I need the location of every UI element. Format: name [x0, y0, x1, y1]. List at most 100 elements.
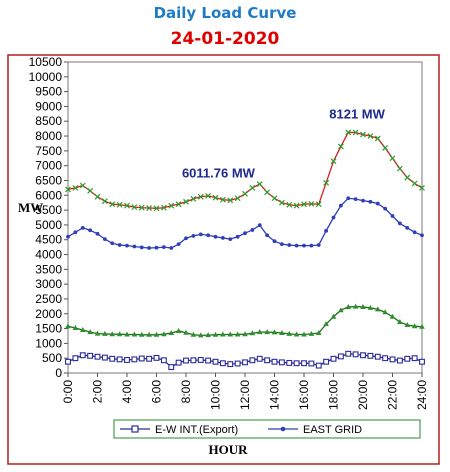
data-point [389, 155, 396, 162]
legend-marker-export [131, 425, 139, 433]
data-point [124, 331, 130, 337]
x-tick-label: 18:00 [327, 380, 341, 410]
data-point [138, 331, 145, 337]
data-point [213, 234, 218, 239]
data-point [404, 174, 411, 181]
data-point [271, 358, 278, 365]
annotation-label: 6011.76 MW [182, 166, 256, 181]
data-point [190, 331, 197, 337]
data-point [206, 233, 211, 238]
data-point [131, 331, 138, 337]
data-point [183, 329, 189, 335]
data-point [345, 303, 352, 309]
data-point [101, 198, 108, 205]
data-point [88, 228, 93, 233]
data-point [345, 350, 352, 357]
data-point [330, 313, 337, 319]
data-point [219, 360, 226, 367]
data-point [146, 331, 152, 337]
data-point [249, 330, 256, 336]
data-point [315, 330, 322, 336]
data-point [382, 309, 388, 315]
chart-title: Daily Load Curve [153, 4, 297, 22]
data-point [293, 202, 300, 209]
data-point [338, 203, 343, 208]
data-point [389, 356, 396, 363]
data-point [154, 245, 159, 250]
x-tick-label: 12:00 [238, 380, 252, 410]
x-tick-label: 2:00 [91, 380, 105, 404]
data-point [375, 201, 380, 206]
y-tick-label: 2000 [35, 307, 62, 321]
data-point [146, 205, 153, 211]
data-point [293, 360, 300, 367]
data-point [330, 355, 337, 362]
data-point [190, 195, 197, 202]
data-point [294, 243, 299, 248]
data-point [175, 201, 182, 208]
y-tick-label: 7000 [35, 159, 62, 173]
data-point [279, 242, 284, 247]
y-tick-label: 3000 [35, 277, 62, 291]
y-tick-label: 4500 [35, 233, 62, 247]
data-point [374, 306, 381, 312]
data-point [264, 189, 271, 196]
data-point [160, 204, 167, 211]
data-point [330, 158, 337, 165]
legend-box [113, 419, 421, 439]
x-tick-label: 0:00 [61, 380, 75, 404]
data-point [175, 327, 182, 333]
data-point [419, 323, 425, 329]
data-point [147, 246, 152, 250]
data-point [346, 196, 351, 201]
data-point [161, 331, 167, 337]
y-tick-label: 3500 [35, 262, 62, 276]
data-point [212, 358, 219, 365]
legend: E-W INT.(Export) EAST GRID [113, 419, 421, 439]
data-point [72, 184, 79, 191]
data-point [109, 201, 116, 208]
x-tick-label: 10:00 [209, 380, 223, 410]
data-point [286, 330, 293, 336]
data-point [116, 356, 123, 363]
data-point [249, 184, 256, 191]
data-point [139, 245, 144, 250]
data-point [301, 360, 307, 367]
y-tick-label: 1000 [35, 336, 62, 350]
data-point [420, 233, 424, 238]
data-point [117, 243, 122, 247]
data-point [184, 236, 188, 241]
data-point [309, 243, 314, 248]
data-point [169, 246, 174, 250]
annotation-label: 8121 MW [329, 106, 385, 121]
y-tick-label: 5000 [35, 218, 62, 232]
data-point [183, 198, 189, 205]
data-point [324, 228, 329, 233]
data-point [361, 198, 365, 203]
data-point [278, 359, 285, 366]
x-axis: 0:00 2:00 4:00 6:00 8:00 10:00 12:00 14:00 16:00… [61, 373, 429, 410]
data-point [345, 129, 352, 136]
x-tick-label: 14:00 [268, 380, 282, 410]
data-point [256, 329, 263, 335]
data-point [153, 354, 160, 361]
data-point [383, 206, 388, 211]
data-point [249, 357, 256, 364]
y-tick-label: 0 [55, 366, 62, 380]
data-point [228, 237, 233, 242]
data-point [234, 331, 241, 337]
x-tick-label: 6:00 [150, 380, 164, 404]
data-point [168, 202, 175, 209]
data-point [94, 353, 101, 360]
data-point [279, 330, 285, 336]
x-tick-label: 22:00 [386, 380, 400, 410]
data-point [198, 232, 203, 237]
data-point [191, 233, 196, 238]
data-point [227, 331, 234, 337]
data-point [197, 332, 204, 338]
data-point [79, 352, 86, 359]
data-point [308, 330, 315, 336]
data-point [367, 133, 374, 139]
data-point [382, 144, 389, 151]
